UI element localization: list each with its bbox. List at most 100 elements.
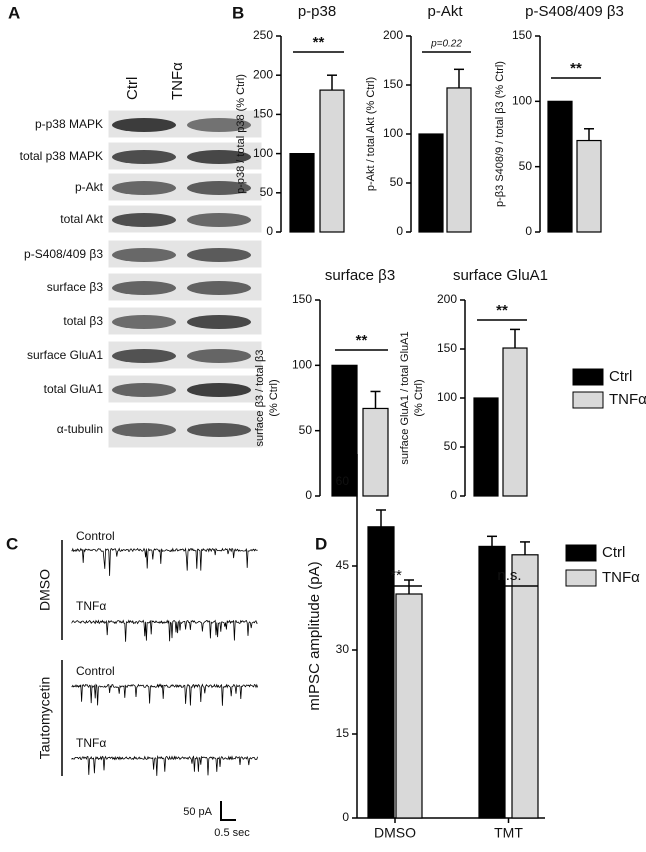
bar	[478, 545, 506, 819]
legend-swatch	[565, 544, 597, 562]
blot-band	[112, 181, 176, 195]
chart-title: surface β3	[325, 267, 395, 284]
y-tick-label: 200	[437, 292, 457, 306]
blot-band	[187, 383, 251, 397]
blot-row-label: total Akt	[60, 212, 103, 226]
y-tick-label: 100	[512, 94, 532, 108]
significance-label: **	[570, 60, 582, 77]
bar	[418, 133, 444, 233]
bar	[362, 407, 389, 497]
blot-row-label: total p38 MAPK	[20, 149, 103, 163]
chart-title: surface GluA1	[453, 267, 548, 284]
group-label: DMSO	[37, 569, 53, 611]
blot-row-label: α-tubulin	[57, 422, 103, 436]
current-trace	[71, 619, 258, 642]
blot-band	[187, 423, 251, 437]
significance-label: **	[356, 332, 368, 349]
current-trace	[71, 755, 258, 776]
significance-label: n.s.	[497, 567, 521, 584]
blot-band	[112, 349, 176, 363]
y-tick-label: 0	[342, 810, 349, 824]
bar	[446, 87, 472, 233]
chart-title: p-p38	[298, 3, 336, 20]
blot-row-label: p-Akt	[75, 180, 104, 194]
blot-band	[187, 213, 251, 227]
blot-row-label: p-S408/409 β3	[24, 247, 103, 261]
blot-band	[187, 315, 251, 329]
y-tick-label: 150	[383, 77, 403, 91]
y-tick-label: 0	[305, 488, 312, 502]
bar	[319, 89, 345, 233]
y-tick-label: 15	[336, 726, 350, 740]
legend-label: TNFα	[602, 569, 640, 586]
y-axis-label: p-p38 / total p38 (% Ctrl)	[235, 74, 247, 194]
y-tick-label: 50	[299, 423, 313, 437]
blot-band	[112, 213, 176, 227]
y-axis-label: surface β3 / total β3	[254, 349, 266, 446]
blot-band	[112, 118, 176, 132]
bar	[367, 526, 395, 819]
blot-column-label: Ctrl	[124, 77, 141, 100]
y-tick-label: 0	[450, 488, 457, 502]
y-tick-label: 150	[292, 292, 312, 306]
significance-label: **	[313, 34, 325, 51]
y-tick-label: 100	[437, 390, 457, 404]
x-tick-label: DMSO	[374, 825, 416, 841]
blot-band	[187, 349, 251, 363]
x-tick-label: TMT	[494, 825, 523, 841]
y-tick-label: 0	[525, 224, 532, 238]
blot-band	[112, 248, 176, 262]
y-axis-label: mIPSC amplitude (pA)	[306, 561, 323, 710]
blot-band	[187, 248, 251, 262]
y-tick-label: 200	[253, 67, 273, 81]
current-trace	[71, 547, 258, 576]
bar	[473, 397, 499, 497]
y-tick-label: 50	[444, 439, 458, 453]
y-tick-label: 100	[253, 146, 273, 160]
scale-label: 50 pA	[183, 806, 212, 818]
significance-label: **	[496, 302, 508, 319]
y-axis-label: p-β3 S408/9 / total β3 (% Ctrl)	[494, 61, 506, 207]
blot-column-label: TNFα	[169, 62, 186, 100]
bar	[511, 554, 539, 819]
bar	[502, 347, 528, 497]
blot-band	[187, 181, 251, 195]
panel-label: B	[232, 3, 244, 22]
bar	[395, 593, 423, 819]
y-axis-label: (% Ctrl)	[268, 379, 280, 416]
legend-swatch	[565, 569, 597, 587]
chart-title: p-S408/409 β3	[525, 3, 624, 20]
blot-row-label: surface β3	[47, 280, 104, 294]
blot-row-label: surface GluA1	[27, 348, 103, 362]
blot-row-label: total β3	[63, 314, 103, 328]
y-tick-label: 50	[390, 175, 404, 189]
y-tick-label: 250	[253, 28, 273, 42]
blot-band	[112, 423, 176, 437]
y-axis-label: p-Akt / total Akt (% Ctrl)	[365, 77, 377, 191]
y-tick-label: 30	[336, 642, 350, 656]
legend-label: Ctrl	[602, 544, 625, 561]
panel-label: D	[315, 534, 327, 553]
y-tick-label: 60	[336, 474, 350, 488]
y-tick-label: 150	[437, 341, 457, 355]
bar	[576, 139, 602, 233]
y-tick-label: 100	[292, 358, 312, 372]
blot-row-label: p-p38 MAPK	[35, 117, 103, 131]
y-tick-label: 100	[383, 126, 403, 140]
y-tick-label: 200	[383, 28, 403, 42]
panel-label: A	[8, 3, 20, 22]
bar	[289, 153, 315, 233]
blot-band	[187, 118, 251, 132]
y-tick-label: 150	[253, 107, 273, 121]
blot-band	[187, 281, 251, 295]
y-tick-label: 45	[336, 558, 350, 572]
y-tick-label: 50	[260, 185, 274, 199]
current-trace	[71, 683, 258, 706]
significance-label: **	[390, 567, 402, 584]
legend-swatch	[572, 368, 604, 386]
legend-label: TNFα	[609, 391, 646, 408]
blot-band	[187, 150, 251, 164]
bar	[547, 100, 573, 233]
y-tick-label: 150	[512, 28, 532, 42]
trace-label: Control	[76, 529, 115, 543]
